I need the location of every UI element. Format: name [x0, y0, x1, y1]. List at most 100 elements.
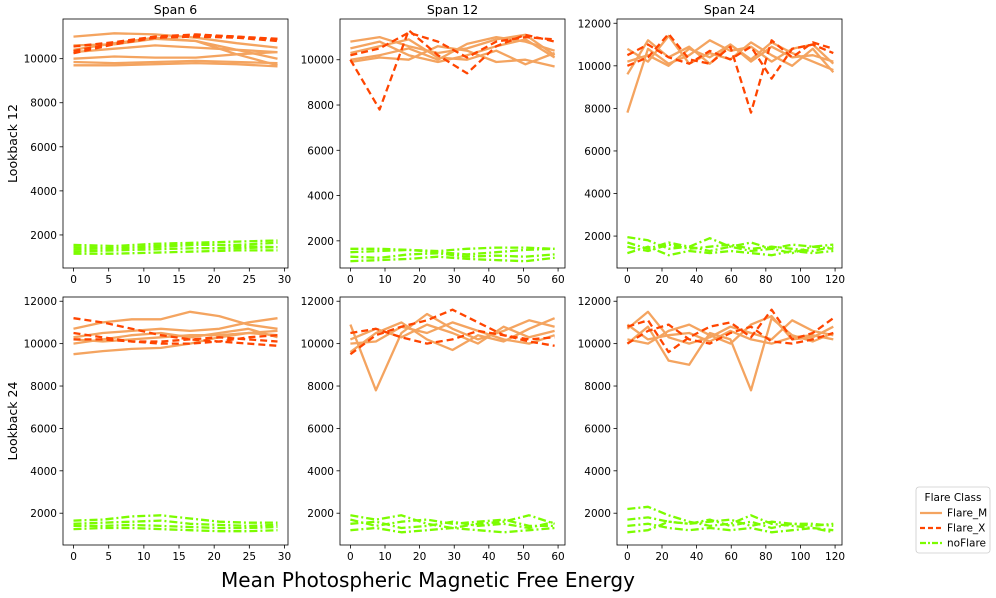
x-tick-label: 40 [690, 551, 703, 563]
subplot-r0c0: 0 5 10 15 20 25 30 2000 4000 6000 8000 10000 Span 6 [24, 2, 292, 286]
series-line-noflare [627, 241, 834, 253]
y-tick-label: 8000 [584, 381, 611, 393]
series-line-noflare [73, 523, 278, 530]
y-tick-label: 4000 [30, 466, 57, 478]
x-tick-label: 40 [482, 274, 495, 286]
y-tick-label: 10000 [301, 339, 334, 351]
series-line-noflare [73, 239, 278, 248]
x-tick-label: 120 [825, 274, 845, 286]
x-tick-label: 30 [278, 551, 291, 563]
series-group [349, 308, 556, 534]
y-tick-label: 2000 [584, 231, 611, 243]
x-tick-label: 0 [70, 274, 77, 286]
series-line-flare-m [350, 321, 555, 345]
series-line-noflare [627, 522, 834, 534]
x-tick-label: 0 [624, 274, 631, 286]
series-line-noflare [627, 243, 834, 253]
series-line-flare-x [73, 33, 278, 48]
x-tick-label: 25 [243, 274, 256, 286]
series-line-flare-x [626, 43, 834, 80]
series-line-flare-x [349, 29, 555, 111]
legend-label: Flare_X [947, 523, 985, 535]
x-tick-label: 50 [517, 274, 530, 286]
series-group [626, 308, 834, 534]
subplot-r1c0: 0 5 10 15 20 25 30 2000 4000 6000 8000 10000 12000 [24, 296, 292, 563]
y-tick-label: 8000 [307, 100, 334, 112]
x-tick-label: 30 [448, 274, 461, 286]
subplot-title: Span 12 [427, 2, 478, 17]
axes-frame [62, 18, 289, 269]
series-line-flare-m [73, 61, 278, 68]
y-tick-label: 6000 [584, 423, 611, 435]
series-line-noflare [350, 526, 555, 534]
x-tick-label: 15 [172, 551, 185, 563]
x-tick-label: 25 [243, 551, 256, 563]
x-tick-label: 0 [347, 274, 354, 286]
series-line-flare-m [350, 45, 555, 68]
x-tick-label: 40 [690, 274, 703, 286]
series-line-flare-x [626, 32, 834, 114]
series-group [73, 310, 278, 533]
x-tick-label: 15 [172, 274, 185, 286]
y-tick-label: 10000 [24, 339, 57, 351]
x-tick-label: 50 [517, 551, 530, 563]
y-tick-label: 8000 [30, 98, 57, 110]
series-line-flare-x [73, 336, 278, 343]
axes-frame [339, 296, 566, 546]
series-group [349, 29, 556, 263]
x-tick-label: 0 [624, 551, 631, 563]
series-line-noflare [627, 516, 834, 530]
series-line-flare-x [349, 308, 555, 356]
y-tick-label: 4000 [584, 466, 611, 478]
subplot-r1c1: 0 10 20 30 40 50 60 2000 4000 6000 8000 10000 12000 [301, 296, 566, 563]
x-tick-label: 20 [413, 551, 426, 563]
x-tick-label: 10 [378, 551, 391, 563]
x-tick-label: 0 [347, 551, 354, 563]
y-tick-label: 12000 [578, 296, 611, 308]
y-tick-label: 2000 [30, 508, 57, 520]
series-line-flare-m [73, 317, 278, 339]
y-tick-label: 6000 [584, 146, 611, 158]
axes-frame [339, 18, 566, 269]
series-line-flare-m [73, 59, 278, 65]
y-tick-label: 4000 [307, 466, 334, 478]
series-line-flare-x [73, 35, 278, 55]
y-tick-label: 10000 [301, 55, 334, 67]
subplot-title: Span 6 [154, 2, 197, 17]
series-line-noflare [350, 518, 555, 528]
series-line-flare-x [73, 317, 278, 347]
x-tick-label: 30 [278, 274, 291, 286]
series-line-noflare [73, 242, 278, 251]
y-tick-label: 8000 [584, 103, 611, 115]
y-tick-label: 10000 [24, 54, 57, 66]
legend-box [915, 486, 991, 554]
series-line-noflare [350, 252, 555, 259]
x-tick-label: 5 [105, 551, 112, 563]
y-tick-label: 8000 [307, 381, 334, 393]
series-line-flare-x [350, 327, 555, 345]
series-line-noflare [627, 518, 834, 534]
subplot-r1c2: 0 20 40 60 80 100 120 2000 4000 6000 8000 10000 1200… [578, 296, 846, 563]
y-tick-label: 10000 [578, 339, 611, 351]
y-tick-label: 2000 [307, 236, 334, 248]
series-group [73, 32, 278, 255]
series-line-flare-x [626, 323, 834, 345]
y-tick-label: 2000 [30, 230, 57, 242]
x-tick-label: 100 [790, 551, 810, 563]
series-line-noflare [73, 526, 278, 533]
x-tick-label: 100 [790, 274, 810, 286]
axes-frame [616, 18, 843, 269]
subplot-r0c1: 0 10 20 30 40 50 60 2000 4000 6000 8000 10000 Span 1… [301, 2, 566, 286]
series-line-flare-x [350, 31, 555, 59]
series-line-noflare [350, 514, 555, 530]
figure-xlabel: Mean Photospheric Magnetic Free Energy [221, 568, 635, 592]
series-line-flare-m [350, 38, 556, 64]
x-tick-label: 80 [759, 274, 772, 286]
series-line-flare-x [627, 308, 834, 354]
legend-label: noFlare [947, 538, 986, 550]
row-label: Lookback 24 [5, 382, 20, 461]
series-line-noflare [73, 245, 278, 253]
series-line-noflare [350, 246, 555, 253]
series-line-flare-m [626, 310, 834, 345]
series-line-flare-m [349, 312, 555, 392]
